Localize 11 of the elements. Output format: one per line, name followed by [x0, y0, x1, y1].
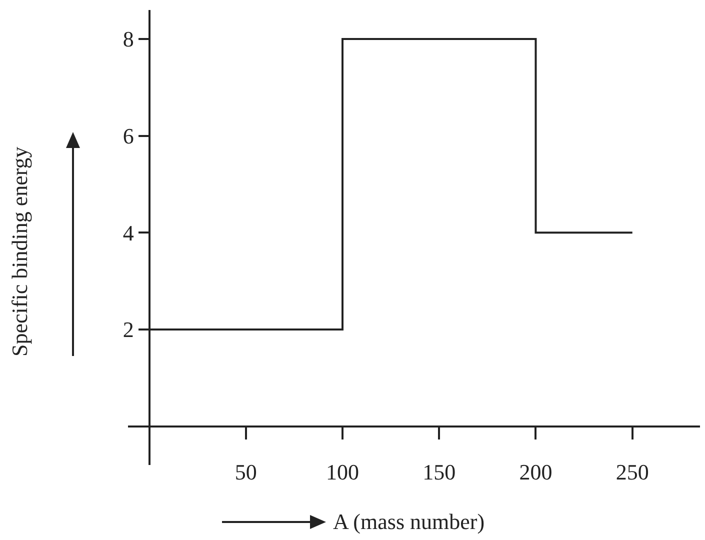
x-tick-label: 100 [326, 460, 359, 485]
x-tick-label: 50 [234, 460, 257, 485]
y-axis-title: Specific binding energy [7, 146, 32, 356]
y-tick-label: 4 [122, 220, 134, 246]
y-tick-label: 6 [122, 124, 134, 149]
x-axis-title: A (mass number) [333, 509, 485, 534]
y-tick-label: 8 [122, 26, 134, 52]
x-tick-label: 150 [422, 460, 456, 485]
x-tick-label: 250 [616, 460, 649, 485]
y-tick-label: 2 [122, 317, 134, 342]
x-tick-label: 200 [519, 460, 552, 485]
